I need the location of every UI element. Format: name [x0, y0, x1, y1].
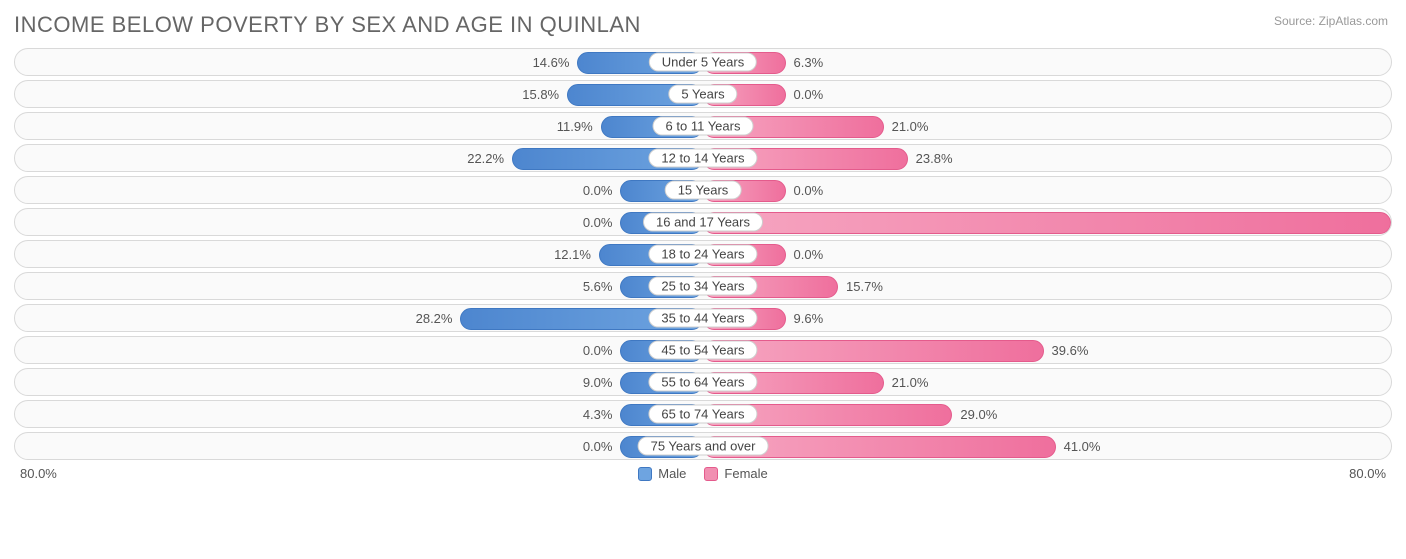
table-row: 15.8% 0.0% 5 Years: [14, 80, 1392, 108]
male-value: 22.2%: [467, 145, 504, 172]
male-value: 28.2%: [416, 305, 453, 332]
category-label: Under 5 Years: [649, 53, 757, 72]
table-row: 0.0%80.0%16 and 17 Years: [14, 208, 1392, 236]
female-bar: [703, 212, 1391, 234]
category-label: 25 to 34 Years: [648, 277, 757, 296]
male-value: 0.0%: [583, 177, 613, 204]
category-label: 18 to 24 Years: [648, 245, 757, 264]
legend-male-label: Male: [658, 466, 686, 481]
male-value: 15.8%: [522, 81, 559, 108]
table-row: 9.0% 21.0% 55 to 64 Years: [14, 368, 1392, 396]
legend-female: Female: [704, 466, 767, 481]
table-row: 28.2% 9.6% 35 to 44 Years: [14, 304, 1392, 332]
table-row: 22.2% 23.8% 12 to 14 Years: [14, 144, 1392, 172]
male-value: 12.1%: [554, 241, 591, 268]
table-row: 5.6% 15.7% 25 to 34 Years: [14, 272, 1392, 300]
female-value: 23.8%: [916, 145, 953, 172]
axis-max-right: 80.0%: [768, 466, 1392, 481]
category-label: 75 Years and over: [638, 437, 769, 456]
female-value: 41.0%: [1064, 433, 1101, 460]
table-row: 11.9% 21.0% 6 to 11 Years: [14, 112, 1392, 140]
female-value: 29.0%: [960, 401, 997, 428]
category-label: 45 to 54 Years: [648, 341, 757, 360]
category-label: 15 Years: [665, 181, 742, 200]
male-value: 0.0%: [583, 209, 613, 236]
male-value: 11.9%: [557, 113, 593, 140]
male-value: 0.0%: [583, 433, 613, 460]
chart-source: Source: ZipAtlas.com: [1274, 14, 1388, 28]
chart-title: INCOME BELOW POVERTY BY SEX AND AGE IN Q…: [14, 12, 1392, 38]
female-swatch-icon: [704, 467, 718, 481]
female-value: 21.0%: [892, 369, 929, 396]
female-value: 6.3%: [794, 49, 824, 76]
male-value: 14.6%: [533, 49, 570, 76]
female-value: 0.0%: [794, 177, 824, 204]
female-value: 0.0%: [794, 241, 824, 268]
male-swatch-icon: [638, 467, 652, 481]
axis-max-left: 80.0%: [14, 466, 638, 481]
category-label: 65 to 74 Years: [648, 405, 757, 424]
female-value: 21.0%: [892, 113, 929, 140]
female-value: 39.6%: [1052, 337, 1089, 364]
female-value: 15.7%: [846, 273, 883, 300]
category-label: 6 to 11 Years: [653, 117, 754, 136]
male-value: 5.6%: [583, 273, 613, 300]
table-row: 4.3% 29.0% 65 to 74 Years: [14, 400, 1392, 428]
male-value: 4.3%: [583, 401, 613, 428]
table-row: 0.0% 39.6% 45 to 54 Years: [14, 336, 1392, 364]
legend: Male Female: [638, 466, 768, 481]
table-row: 14.6% 6.3% Under 5 Years: [14, 48, 1392, 76]
female-value: 0.0%: [794, 81, 824, 108]
table-row: 12.1% 0.0% 18 to 24 Years: [14, 240, 1392, 268]
male-value: 0.0%: [583, 337, 613, 364]
category-label: 12 to 14 Years: [648, 149, 757, 168]
male-value: 9.0%: [583, 369, 613, 396]
poverty-by-sex-age-chart: INCOME BELOW POVERTY BY SEX AND AGE IN Q…: [0, 0, 1406, 559]
table-row: 0.0% 0.0% 15 Years: [14, 176, 1392, 204]
legend-male: Male: [638, 466, 686, 481]
axis-row: 80.0% Male Female 80.0%: [14, 466, 1392, 481]
female-value: 9.6%: [794, 305, 824, 332]
category-label: 16 and 17 Years: [643, 213, 763, 232]
table-row: 0.0% 41.0% 75 Years and over: [14, 432, 1392, 460]
category-label: 55 to 64 Years: [648, 373, 757, 392]
category-label: 5 Years: [668, 85, 737, 104]
legend-female-label: Female: [724, 466, 767, 481]
chart-rows: 14.6% 6.3% Under 5 Years 15.8% 0.0% 5 Years 11…: [14, 48, 1392, 460]
category-label: 35 to 44 Years: [648, 309, 757, 328]
